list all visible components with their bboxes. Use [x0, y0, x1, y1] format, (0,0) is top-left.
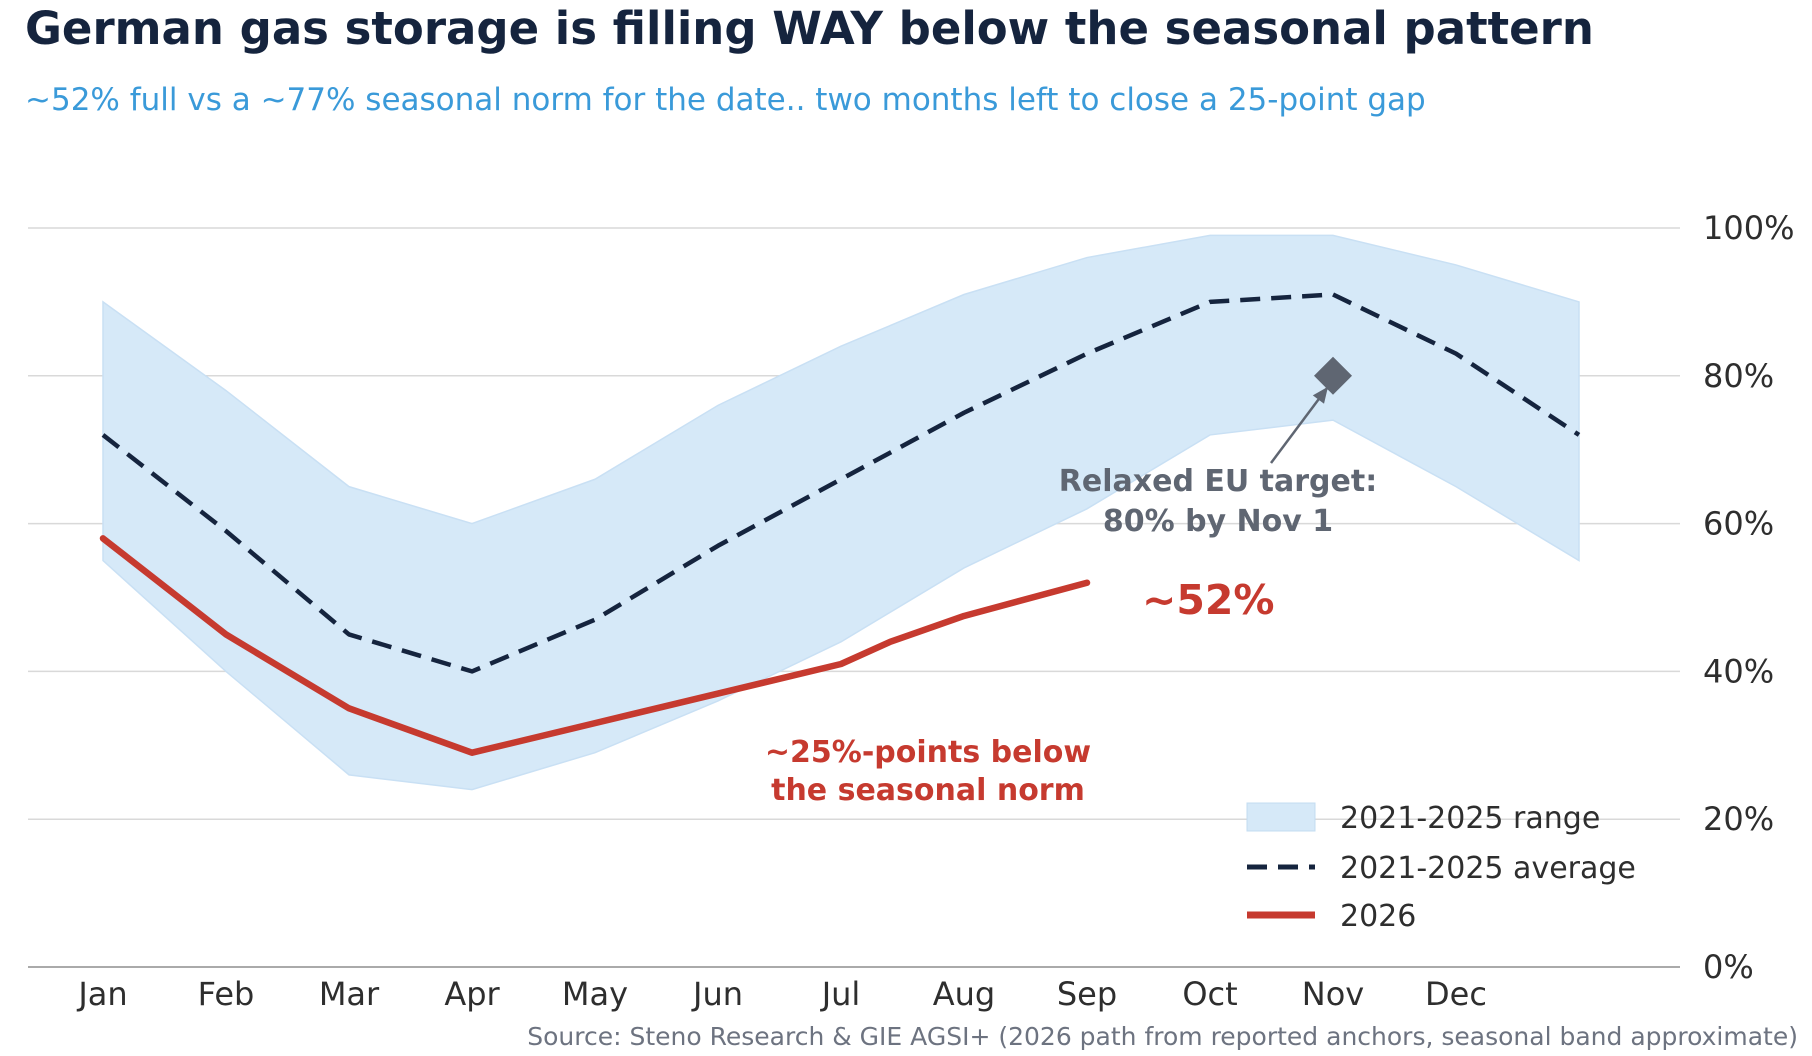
x-tick-label: Sep — [1057, 975, 1117, 1013]
y-tick-label: 40% — [1703, 652, 1774, 690]
x-tick-label: Feb — [198, 975, 255, 1013]
x-tick-label: Nov — [1302, 975, 1364, 1013]
legend: 2021-2025 range 2021-2025 average 2026 — [1246, 801, 1636, 934]
average-line-layer — [101, 292, 1581, 674]
x-tick-label: Apr — [444, 975, 500, 1013]
x-tick-label: Jun — [691, 975, 743, 1013]
target-annotation: Relaxed EU target: 80% by Nov 1 — [1059, 356, 1377, 539]
gap-label-line1: ~25%-points below — [765, 735, 1091, 770]
legend-swatch-range — [1246, 802, 1316, 832]
y-axis-ticks: 0% 20% 40% 60% 80% 100% — [1703, 209, 1794, 986]
y-tick-label: 80% — [1703, 357, 1774, 395]
range-band-layer — [102, 234, 1580, 791]
x-tick-label: May — [562, 975, 628, 1013]
range-band — [102, 234, 1580, 791]
chart-subtitle: ~52% full vs a ~77% seasonal norm for th… — [25, 82, 1426, 118]
legend-label-average: 2021-2025 average — [1340, 851, 1636, 886]
y-tick-label: 100% — [1703, 209, 1794, 247]
source-note: Source: Steno Research & GIE AGSI+ (2026… — [527, 1022, 1798, 1051]
y-tick-label: 60% — [1703, 505, 1774, 543]
current-value-label: ~52% — [1142, 576, 1275, 624]
chart-title: German gas storage is filling WAY below … — [25, 2, 1594, 55]
x-tick-label: Jan — [76, 975, 127, 1013]
target-diamond-marker — [1314, 356, 1352, 395]
average-line — [101, 292, 1581, 674]
x-tick-label: Mar — [319, 975, 380, 1013]
y-tick-label: 0% — [1703, 948, 1754, 986]
x-axis-ticks: Jan Feb Mar Apr May Jun Jul Aug Sep Oct Nov Dec — [76, 975, 1487, 1013]
target-label-line2: 80% by Nov 1 — [1103, 504, 1333, 539]
current-year-line-layer — [99, 535, 1091, 756]
target-label-line1: Relaxed EU target: — [1059, 464, 1377, 499]
y-tick-label: 20% — [1703, 800, 1774, 838]
current-year-line — [99, 535, 1091, 756]
x-tick-label: Jul — [820, 975, 861, 1013]
x-tick-label: Oct — [1182, 975, 1237, 1013]
legend-label-range: 2021-2025 range — [1340, 801, 1600, 836]
legend-label-current: 2026 — [1340, 899, 1416, 934]
x-tick-label: Aug — [933, 975, 995, 1013]
target-arrow-head — [1312, 386, 1328, 404]
x-tick-label: Dec — [1425, 975, 1487, 1013]
gap-label-line2: the seasonal norm — [771, 773, 1085, 808]
